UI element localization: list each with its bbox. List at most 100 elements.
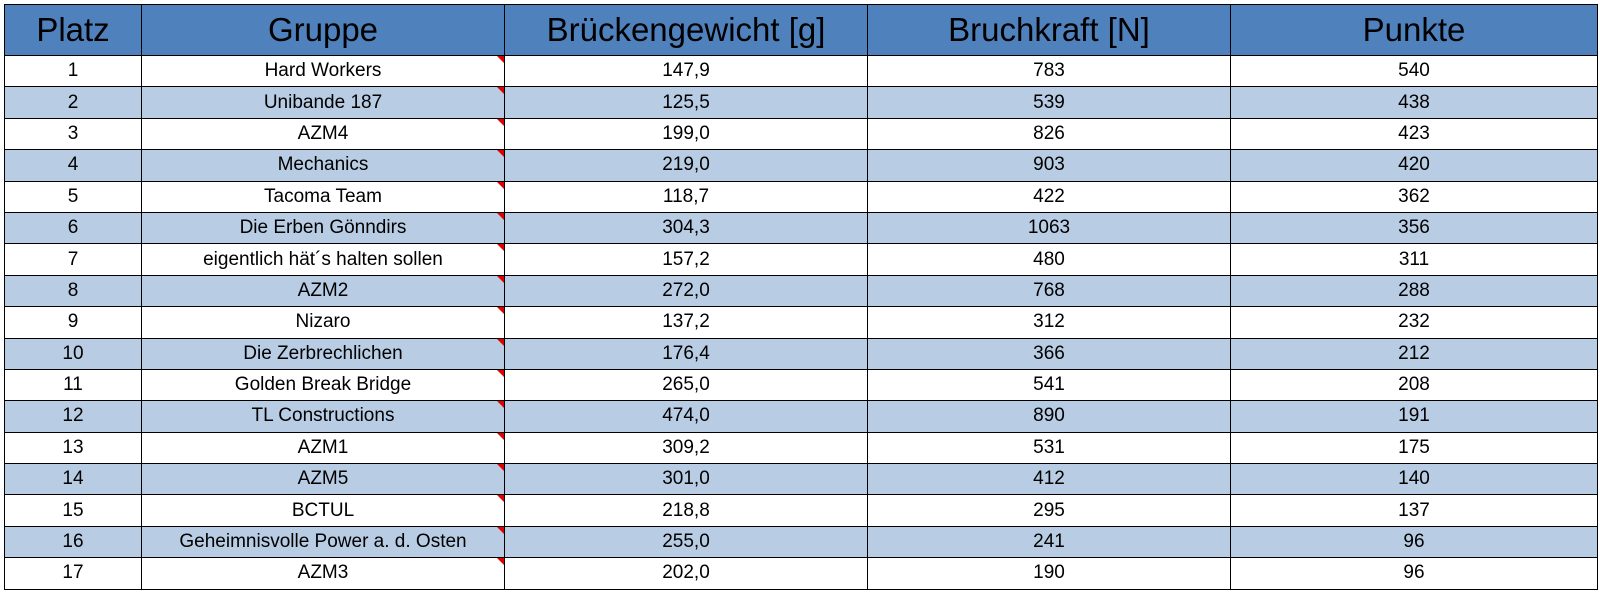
cell-punkte: 96 xyxy=(1230,525,1598,559)
cell-punkte: 137 xyxy=(1230,494,1598,527)
cell-platz: 12 xyxy=(4,400,142,433)
comment-indicator-icon[interactable] xyxy=(497,275,504,283)
cell-gruppe: AZM4 xyxy=(141,117,505,151)
cell-punkte: 311 xyxy=(1230,243,1598,276)
cell-platz: 13 xyxy=(4,431,142,465)
table-row: 11 Golden Break Bridge 265,0 541 208 xyxy=(4,368,1598,402)
cell-gruppe: Tacoma Team xyxy=(141,180,505,213)
cell-platz: 4 xyxy=(4,149,142,182)
cell-brueckengewicht: 176,4 xyxy=(504,337,868,370)
cell-gruppe-text: AZM5 xyxy=(297,468,349,490)
table-body: 1 Hard Workers 147,9 783 540 2 Unibande … xyxy=(4,54,1598,590)
cell-brueckengewicht: 255,0 xyxy=(504,525,868,559)
comment-indicator-icon[interactable] xyxy=(497,338,504,346)
cell-platz: 10 xyxy=(4,337,142,370)
cell-gruppe-text: Unibande 187 xyxy=(263,91,383,113)
cell-punkte: 175 xyxy=(1230,431,1598,465)
cell-gruppe-text: Tacoma Team xyxy=(264,185,382,207)
table-row: 6 Die Erben Gönndirs 304,3 1063 356 xyxy=(4,211,1598,245)
cell-bruchkraft: 422 xyxy=(867,180,1231,213)
table-row: 2 Unibande 187 125,5 539 438 xyxy=(4,86,1598,119)
cell-bruchkraft: 295 xyxy=(867,494,1231,527)
cell-bruchkraft: 412 xyxy=(867,463,1231,496)
comment-indicator-icon[interactable] xyxy=(497,369,504,377)
cell-gruppe: AZM5 xyxy=(141,463,505,496)
cell-bruchkraft: 903 xyxy=(867,149,1231,182)
cell-brueckengewicht: 199,0 xyxy=(504,117,868,151)
comment-indicator-icon[interactable] xyxy=(497,401,504,409)
cell-gruppe-text: Die Zerbrechlichen xyxy=(243,342,403,364)
cell-gruppe: AZM1 xyxy=(141,431,505,465)
cell-punkte: 423 xyxy=(1230,117,1598,151)
comment-indicator-icon[interactable] xyxy=(497,432,504,440)
header-brueckengewicht: Brückengewicht [g] xyxy=(504,4,868,56)
comment-indicator-icon[interactable] xyxy=(497,118,504,126)
header-gruppe: Gruppe xyxy=(141,4,505,56)
cell-brueckengewicht: 309,2 xyxy=(504,431,868,465)
cell-punkte: 438 xyxy=(1230,86,1598,119)
cell-brueckengewicht: 272,0 xyxy=(504,274,868,308)
cell-bruchkraft: 531 xyxy=(867,431,1231,465)
cell-platz: 1 xyxy=(4,54,142,88)
cell-brueckengewicht: 202,0 xyxy=(504,557,868,590)
cell-bruchkraft: 480 xyxy=(867,243,1231,276)
cell-brueckengewicht: 218,8 xyxy=(504,494,868,527)
cell-gruppe-text: TL Constructions xyxy=(251,405,395,427)
table-row: 17 AZM3 202,0 190 96 xyxy=(4,557,1598,590)
table-row: 16 Geheimnisvolle Power a. d. Osten 255,… xyxy=(4,525,1598,559)
table-row: 14 AZM5 301,0 412 140 xyxy=(4,463,1598,496)
cell-gruppe: Die Zerbrechlichen xyxy=(141,337,505,370)
table-row: 3 AZM4 199,0 826 423 xyxy=(4,117,1598,151)
cell-gruppe: Geheimnisvolle Power a. d. Osten xyxy=(141,525,505,559)
table-row: 10 Die Zerbrechlichen 176,4 366 212 xyxy=(4,337,1598,370)
comment-indicator-icon[interactable] xyxy=(497,307,504,315)
cell-brueckengewicht: 219,0 xyxy=(504,149,868,182)
cell-gruppe: AZM3 xyxy=(141,557,505,590)
comment-indicator-icon[interactable] xyxy=(497,87,504,95)
table-row: 1 Hard Workers 147,9 783 540 xyxy=(4,54,1598,88)
comment-indicator-icon[interactable] xyxy=(497,495,504,503)
cell-platz: 17 xyxy=(4,557,142,590)
cell-punkte: 362 xyxy=(1230,180,1598,213)
cell-bruchkraft: 768 xyxy=(867,274,1231,308)
comment-indicator-icon[interactable] xyxy=(497,56,504,63)
cell-gruppe-text: BCTUL xyxy=(291,499,355,521)
cell-gruppe: eigentlich hät´s halten sollen xyxy=(141,243,505,276)
header-row: Platz Gruppe Brückengewicht [g] Bruchkra… xyxy=(4,4,1598,56)
cell-punkte: 140 xyxy=(1230,463,1598,496)
comment-indicator-icon[interactable] xyxy=(497,526,504,534)
cell-brueckengewicht: 157,2 xyxy=(504,243,868,276)
header-bruchkraft: Bruchkraft [N] xyxy=(867,4,1231,56)
cell-gruppe: Unibande 187 xyxy=(141,86,505,119)
cell-punkte: 540 xyxy=(1230,54,1598,88)
cell-gruppe-text: AZM4 xyxy=(297,122,349,144)
cell-punkte: 420 xyxy=(1230,149,1598,182)
comment-indicator-icon[interactable] xyxy=(497,181,504,189)
table-row: 15 BCTUL 218,8 295 137 xyxy=(4,494,1598,527)
results-table: Platz Gruppe Brückengewicht [g] Bruchkra… xyxy=(4,4,1598,590)
cell-punkte: 191 xyxy=(1230,400,1598,433)
comment-indicator-icon[interactable] xyxy=(497,464,504,472)
cell-bruchkraft: 890 xyxy=(867,400,1231,433)
cell-platz: 3 xyxy=(4,117,142,151)
cell-gruppe-text: AZM3 xyxy=(297,562,349,584)
table-row: 12 TL Constructions 474,0 890 191 xyxy=(4,400,1598,433)
comment-indicator-icon[interactable] xyxy=(497,558,504,566)
cell-gruppe: Golden Break Bridge xyxy=(141,368,505,402)
comment-indicator-icon[interactable] xyxy=(497,244,504,252)
cell-gruppe: AZM2 xyxy=(141,274,505,308)
cell-platz: 5 xyxy=(4,180,142,213)
cell-gruppe-text: AZM2 xyxy=(297,279,349,301)
cell-platz: 6 xyxy=(4,211,142,245)
cell-gruppe: Die Erben Gönndirs xyxy=(141,211,505,245)
comment-indicator-icon[interactable] xyxy=(497,212,504,220)
table-row: 7 eigentlich hät´s halten sollen 157,2 4… xyxy=(4,243,1598,276)
cell-brueckengewicht: 147,9 xyxy=(504,54,868,88)
header-platz: Platz xyxy=(4,4,142,56)
cell-brueckengewicht: 118,7 xyxy=(504,180,868,213)
cell-bruchkraft: 241 xyxy=(867,525,1231,559)
cell-gruppe-text: AZM1 xyxy=(297,436,349,458)
comment-indicator-icon[interactable] xyxy=(497,150,504,158)
cell-gruppe-text: Golden Break Bridge xyxy=(234,374,412,396)
cell-platz: 15 xyxy=(4,494,142,527)
